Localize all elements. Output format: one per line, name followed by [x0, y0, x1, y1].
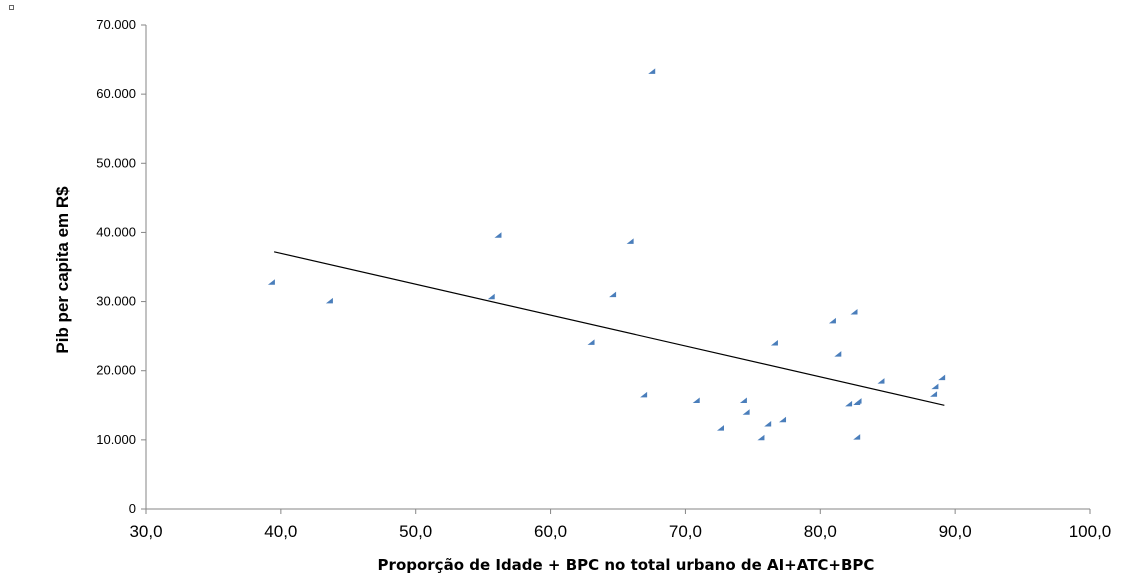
- y-tick-label: 10.000: [96, 432, 136, 447]
- y-axis-ticks: 0 10.000 20.000 30.000 40.000 50.000 60.000 70.…: [96, 17, 146, 516]
- y-tick-label: 20.000: [96, 363, 136, 378]
- x-tick-label: 80,0: [804, 522, 837, 541]
- y-tick-label: 50.000: [96, 155, 136, 170]
- data-point: [716, 425, 724, 431]
- data-point: [626, 238, 634, 244]
- y-tick-label: 0: [129, 501, 136, 516]
- x-tick-label: 50,0: [399, 522, 432, 541]
- trendline: [273, 251, 945, 406]
- data-point: [850, 308, 858, 315]
- y-tick-label: 30.000: [96, 294, 136, 309]
- x-tick-label: 30,0: [129, 522, 162, 541]
- data-point: [834, 351, 842, 357]
- data-point: [692, 397, 700, 403]
- data-point: [742, 409, 750, 415]
- data-point: [938, 374, 946, 381]
- x-axis-title: Proporção de Idade + BPC no total urbano…: [378, 556, 875, 574]
- data-point: [828, 317, 836, 324]
- data-point: [757, 434, 765, 441]
- y-axis-title: Pib per capita em R$: [53, 186, 72, 354]
- data-points: [267, 68, 946, 441]
- y-tick-label: 60.000: [96, 86, 136, 101]
- x-axis-ticks: 30,0 40,0 50,0 60,0 70,0 80,0 90,0 100,0: [129, 509, 1111, 541]
- trendline-layer: [273, 251, 945, 406]
- x-tick-label: 60,0: [534, 522, 567, 541]
- y-tick-label: 70.000: [96, 17, 136, 32]
- x-tick-label: 90,0: [939, 522, 972, 541]
- x-tick-label: 100,0: [1069, 522, 1112, 541]
- data-point: [845, 400, 853, 407]
- corner-marker: [9, 5, 14, 10]
- data-point: [764, 420, 772, 427]
- data-point: [779, 416, 787, 423]
- data-point: [853, 434, 861, 440]
- data-point: [267, 279, 275, 285]
- data-point: [640, 391, 648, 398]
- data-point: [587, 339, 595, 345]
- chart-axes: [145, 25, 1090, 510]
- data-point: [739, 397, 747, 403]
- data-point: [770, 340, 778, 346]
- y-tick-label: 40.000: [96, 224, 136, 239]
- data-point: [609, 291, 617, 298]
- data-point: [487, 293, 495, 300]
- data-point: [494, 232, 502, 238]
- data-point: [877, 378, 885, 384]
- data-point: [854, 398, 862, 404]
- x-tick-label: 40,0: [264, 522, 297, 541]
- data-point: [931, 383, 939, 390]
- data-point: [930, 391, 938, 397]
- x-tick-label: 70,0: [669, 522, 702, 541]
- data-point: [325, 297, 333, 304]
- data-point: [648, 68, 656, 74]
